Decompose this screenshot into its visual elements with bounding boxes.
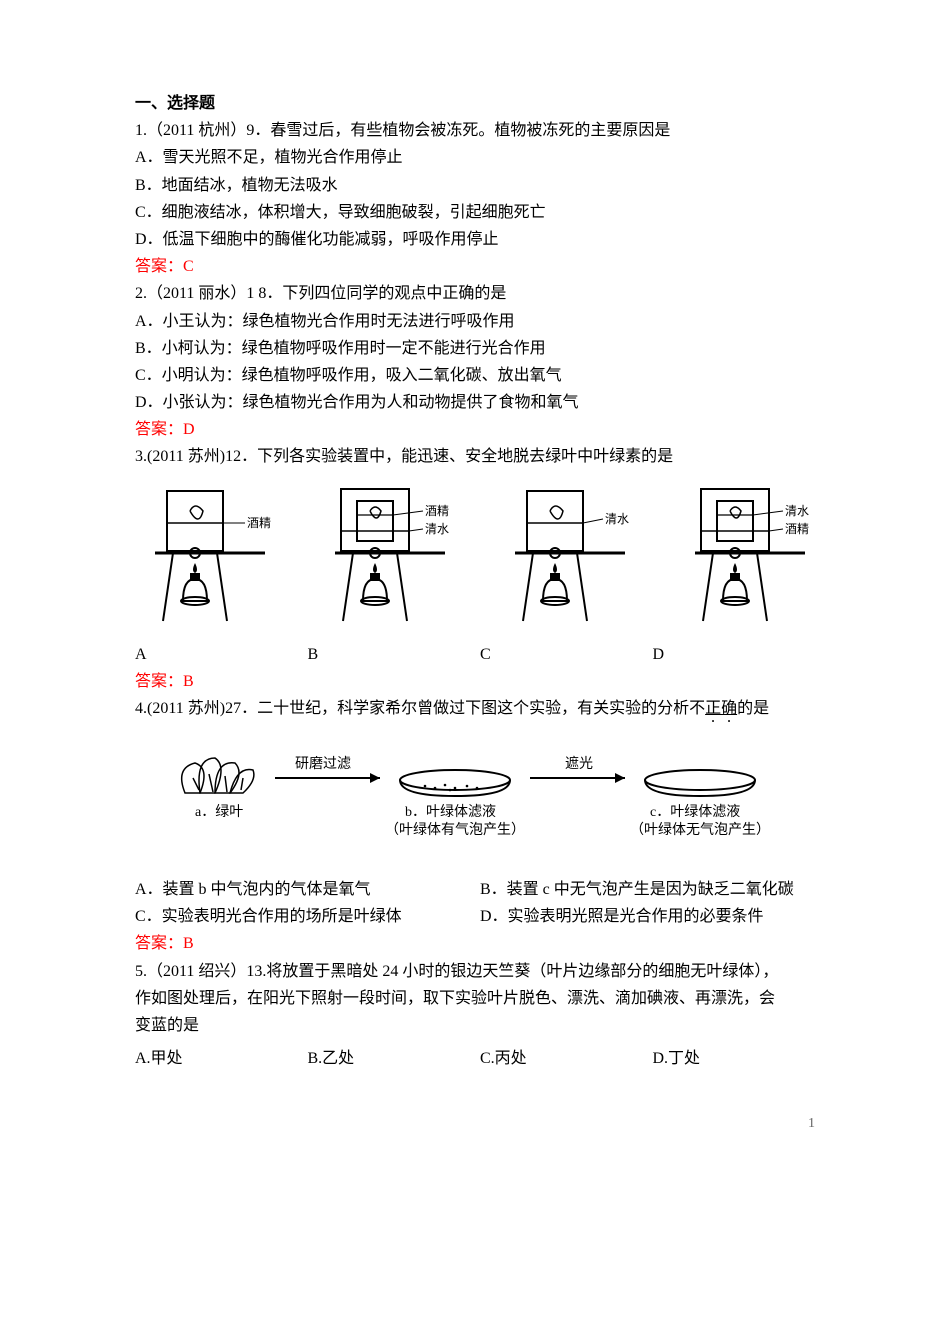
label: 清水 [605,512,629,526]
q2-option-d: D．小张认为：绿色植物光合作用为人和动物提供了食物和氧气 [135,389,825,416]
q1-answer: 答案：C [135,253,825,280]
beaker-icon: 酒精 [135,481,285,631]
q3-diagram-a: 酒精 [135,481,285,631]
page-number: 1 [135,1112,825,1136]
q1-option-c: C．细胞液结冰，体积增大，导致细胞破裂，引起细胞死亡 [135,199,825,226]
q4-diagram: a．绿叶 研磨过滤 b．叶绿体滤液 （叶绿体有气泡产生） 遮光 c．叶绿体滤液 … [155,738,825,868]
q3-diagram-c: 清水 [495,481,645,631]
q4-option-a: A．装置 b 中气泡内的气体是氧气 [135,876,480,903]
q1-option-d: D．低温下细胞中的酶催化功能减弱，呼吸作用停止 [135,226,825,253]
q4-row2: C．实验表明光合作用的场所是叶绿体 D．实验表明光照是光合作用的必要条件 [135,903,825,930]
q4-a-label: a．绿叶 [195,804,243,820]
beaker-icon: 酒精 清水 [315,481,465,631]
label: 酒精 [785,522,809,536]
q2-option-c: C．小明认为：绿色植物呼吸作用，吸入二氧化碳、放出氧气 [135,362,825,389]
q5-options: A.甲处 B.乙处 C.丙处 D.丁处 [135,1045,825,1072]
q3-label-a: A [135,641,308,668]
q4-answer: 答案：B [135,930,825,957]
q3-answer: 答案：B [135,668,825,695]
label: 酒精 [425,504,449,518]
q3-diagram-d: 清水 酒精 [675,481,825,631]
beaker-icon: 清水 酒精 [675,481,825,631]
q4-stem-a: 4.(2011 苏州)27．二十世纪，科学家希尔曾做过下图这个实验，有关实验的分… [135,700,705,717]
q3-diagrams: 酒精 酒精 [135,481,825,631]
q3-option-labels: A B C D [135,641,825,668]
q4-b-label1: b．叶绿体滤液 [405,804,496,820]
q1-option-b: B．地面结冰，植物无法吸水 [135,172,825,199]
q4-c-label1: c．叶绿体滤液 [650,804,740,820]
q4-option-c: C．实验表明光合作用的场所是叶绿体 [135,903,480,930]
q2-option-a: A．小王认为：绿色植物光合作用时无法进行呼吸作用 [135,308,825,335]
q1-stem: 1.（2011 杭州）9．春雪过后，有些植物会被冻死。植物被冻死的主要原因是 [135,117,825,144]
beaker-icon: 清水 [495,481,645,631]
q5-stem-1: 5.（2011 绍兴）13.将放置于黑暗处 24 小时的银边天竺葵（叶片边缘部分… [135,958,825,985]
q3-stem: 3.(2011 苏州)12．下列各实验装置中，能迅速、安全地脱去绿叶中叶绿素的是 [135,443,825,470]
q5-option-c: C.丙处 [480,1045,653,1072]
experiment-flow-icon: a．绿叶 研磨过滤 b．叶绿体滤液 （叶绿体有气泡产生） 遮光 c．叶绿体滤液 … [155,738,775,868]
section-title: 一、选择题 [135,90,825,117]
q5-option-a: A.甲处 [135,1045,308,1072]
document-page: 一、选择题 1.（2011 杭州）9．春雪过后，有些植物会被冻死。植物被冻死的主… [0,0,945,1196]
q1-option-a: A．雪天光照不足，植物光合作用停止 [135,144,825,171]
q2-option-b: B．小柯认为：绿色植物呼吸作用时一定不能进行光合作用 [135,335,825,362]
q3-label-b: B [308,641,481,668]
q5-option-d: D.丁处 [653,1045,826,1072]
q4-arrow2-label: 遮光 [565,756,593,772]
label: 清水 [785,504,809,518]
q4-stem-neg: 正确 [705,700,737,717]
q3-label-c: C [480,641,653,668]
q4-option-b: B．装置 c 中无气泡产生是因为缺乏二氧化碳 [480,876,825,903]
q4-row1: A．装置 b 中气泡内的气体是氧气 B．装置 c 中无气泡产生是因为缺乏二氧化碳 [135,876,825,903]
q4-arrow1-label: 研磨过滤 [295,756,351,772]
q5-stem-3: 变蓝的是 [135,1012,825,1039]
q3-diagram-b: 酒精 清水 [315,481,465,631]
label: 清水 [425,522,449,536]
q4-option-d: D．实验表明光照是光合作用的必要条件 [480,903,825,930]
q3-label-d: D [653,641,826,668]
label: 酒精 [247,516,271,530]
q4-c-label2: （叶绿体无气泡产生） [630,822,770,838]
q4-b-label2: （叶绿体有气泡产生） [385,822,525,838]
q2-stem: 2.（2011 丽水）1 8．下列四位同学的观点中正确的是 [135,280,825,307]
q4-stem: 4.(2011 苏州)27．二十世纪，科学家希尔曾做过下图这个实验，有关实验的分… [135,695,825,726]
q4-stem-b: 的是 [737,700,769,717]
q5-stem-2: 作如图处理后，在阳光下照射一段时间，取下实验叶片脱色、漂洗、滴加碘液、再漂洗，会 [135,985,825,1012]
q2-answer: 答案：D [135,416,825,443]
q5-option-b: B.乙处 [308,1045,481,1072]
